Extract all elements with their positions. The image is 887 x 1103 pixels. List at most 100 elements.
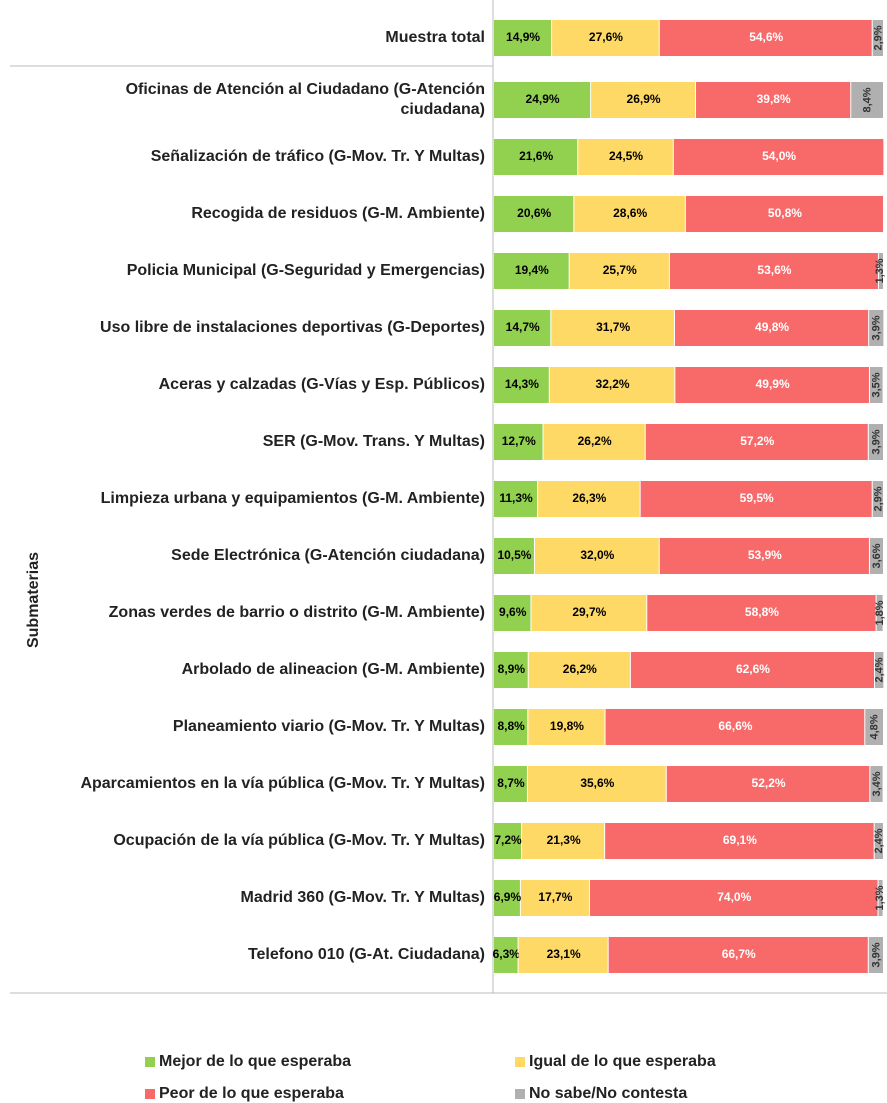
- category-label: Muestra total: [40, 11, 485, 65]
- value-label: 17,7%: [538, 890, 572, 904]
- bar-segment: [494, 709, 528, 745]
- category-text: Aparcamientos en la vía pública (G-Mov. …: [80, 775, 485, 792]
- value-label: 3,4%: [871, 771, 883, 796]
- bar-segment: [872, 481, 883, 517]
- category-text: Madrid 360 (G-Mov. Tr. Y Multas): [240, 889, 486, 906]
- bar-segment: [538, 481, 640, 517]
- category-label: Recogida de residuos (G-M. Ambiente): [40, 187, 485, 241]
- bar-segment: [674, 310, 869, 346]
- value-label: 21,3%: [547, 833, 581, 847]
- bar-segment: [494, 652, 528, 688]
- category-text: Limpieza urbana y equipamientos (G-M. Am…: [100, 490, 485, 507]
- category-text: Oficinas de Atención al Ciudadano (G-Ate…: [125, 81, 485, 118]
- bar-segment: [534, 538, 659, 574]
- bar-segment: [696, 82, 851, 118]
- bar-segment: [494, 880, 520, 916]
- bar-segment: [869, 367, 883, 403]
- bar-segment: [876, 595, 883, 631]
- legend-label: Peor de lo que esperaba: [159, 1085, 344, 1102]
- value-label: 7,2%: [494, 833, 522, 847]
- category-text: Telefono 010 (G-At. Ciudadana): [247, 946, 485, 963]
- value-label: 66,6%: [718, 719, 752, 733]
- bar-segment: [878, 880, 883, 916]
- bar-segment: [494, 20, 552, 56]
- bar-segment: [549, 367, 675, 403]
- value-label: 26,2%: [578, 434, 612, 448]
- bar-segment: [494, 538, 534, 574]
- value-label: 3,9%: [870, 429, 882, 454]
- value-label: 31,7%: [596, 320, 630, 334]
- bar-segment: [659, 20, 872, 56]
- bar-segment: [578, 139, 673, 175]
- value-label: 2,9%: [872, 25, 884, 50]
- category-label: Planeamiento viario (G-Mov. Tr. Y Multas…: [40, 700, 485, 754]
- bar-segment: [878, 253, 883, 289]
- bar-segment: [494, 310, 551, 346]
- bar-segment: [872, 20, 883, 56]
- value-label: 24,9%: [526, 92, 560, 106]
- bar-segment: [591, 82, 696, 118]
- value-label: 4,8%: [869, 714, 881, 739]
- value-label: 74,0%: [717, 890, 751, 904]
- value-label: 14,3%: [505, 377, 539, 391]
- legend-label: Igual de lo que esperaba: [529, 1053, 716, 1070]
- value-label: 26,9%: [627, 92, 661, 106]
- bar-segment: [531, 595, 647, 631]
- bar-segment: [874, 823, 883, 859]
- legend-swatch: [515, 1057, 525, 1067]
- bar-segment: [870, 766, 883, 802]
- category-label: Oficinas de Atención al Ciudadano (G-Ate…: [40, 73, 485, 127]
- value-label: 59,5%: [740, 491, 774, 505]
- value-label: 39,8%: [757, 92, 791, 106]
- value-label: 58,8%: [745, 605, 779, 619]
- value-label: 52,2%: [752, 776, 786, 790]
- category-text: Arbolado de alineacion (G-M. Ambiente): [181, 661, 485, 678]
- category-label: Policia Municipal (G-Seguridad y Emergen…: [40, 244, 485, 298]
- bar-segment: [494, 595, 531, 631]
- category-label: Arbolado de alineacion (G-M. Ambiente): [40, 643, 485, 697]
- bar-segment: [851, 82, 883, 118]
- bar-segment: [875, 652, 884, 688]
- value-label: 1,8%: [874, 600, 886, 625]
- legend-swatch: [515, 1089, 525, 1099]
- value-label: 25,7%: [603, 263, 637, 277]
- value-label: 19,4%: [515, 263, 549, 277]
- bar-segment: [666, 766, 870, 802]
- bar-segment: [608, 937, 868, 973]
- value-label: 54,6%: [749, 30, 783, 44]
- bar-segment: [494, 937, 518, 973]
- value-label: 53,6%: [757, 263, 791, 277]
- value-label: 3,6%: [871, 543, 883, 568]
- value-label: 26,3%: [572, 491, 606, 505]
- category-text: Ocupación de la vía pública (G-Mov. Tr. …: [113, 832, 485, 849]
- bar-segment: [494, 823, 522, 859]
- category-text: Muestra total: [385, 29, 485, 46]
- value-label: 62,6%: [736, 662, 770, 676]
- value-label: 66,7%: [722, 947, 756, 961]
- bar-segment: [868, 424, 883, 460]
- bar-segment: [494, 253, 569, 289]
- value-label: 1,3%: [874, 258, 886, 283]
- category-text: Planeamiento viario (G-Mov. Tr. Y Multas…: [172, 718, 485, 735]
- bar-segment: [569, 253, 669, 289]
- bar-segment: [640, 481, 872, 517]
- category-label: Sede Electrónica (G-Atención ciudadana): [40, 529, 485, 583]
- category-label: Limpieza urbana y equipamientos (G-M. Am…: [40, 472, 485, 526]
- bar-segment: [494, 367, 549, 403]
- bar-segment: [551, 310, 674, 346]
- category-label: Zonas verdes de barrio o distrito (G-M. …: [40, 586, 485, 640]
- bar-segment: [659, 538, 869, 574]
- value-label: 8,7%: [497, 776, 525, 790]
- value-label: 2,4%: [874, 657, 886, 682]
- category-text: Recogida de residuos (G-M. Ambiente): [191, 205, 485, 222]
- value-label: 69,1%: [723, 833, 757, 847]
- bar-segment: [673, 139, 884, 175]
- value-label: 3,5%: [871, 372, 883, 397]
- value-label: 6,9%: [494, 890, 522, 904]
- bar-segment: [518, 937, 608, 973]
- bar-segment: [520, 880, 589, 916]
- value-label: 3,9%: [871, 315, 883, 340]
- bar-segment: [527, 766, 666, 802]
- bar-segment: [605, 823, 874, 859]
